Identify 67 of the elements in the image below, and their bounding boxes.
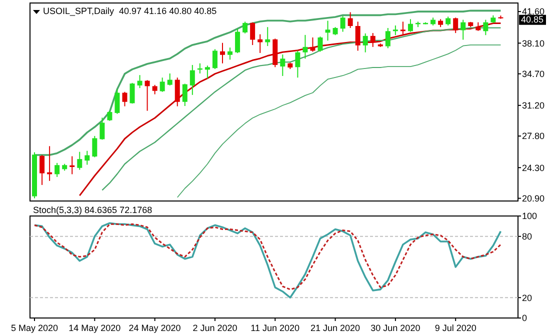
- candlestick: [385, 27, 390, 49]
- candlestick: [325, 20, 330, 42]
- candlestick: [453, 17, 458, 34]
- candlestick: [212, 48, 218, 70]
- y-tick-label: 100: [522, 211, 538, 222]
- candlestick: [318, 36, 323, 52]
- candlestick: [235, 28, 240, 54]
- candlestick: [355, 21, 360, 52]
- candlestick: [160, 77, 165, 92]
- x-tick-label: 24 May 2020: [128, 323, 181, 333]
- y-tick-label: 41.60: [522, 6, 545, 17]
- candlestick: [242, 21, 248, 34]
- candlestick: [107, 110, 112, 122]
- candlestick: [460, 19, 466, 40]
- candlestick: [340, 16, 346, 32]
- candlestick: [167, 72, 172, 86]
- annotation: 40.85: [521, 14, 544, 24]
- candlestick: [348, 12, 353, 28]
- candlestick: [220, 42, 225, 64]
- candlestick: [400, 21, 406, 36]
- y-tick-label: 31.20: [522, 100, 545, 111]
- y-tick-label: 20.90: [522, 193, 545, 204]
- y-tick-label: 80: [522, 232, 532, 242]
- candlestick: [152, 84, 158, 95]
- x-tick-label: 5 May 2020: [10, 323, 58, 333]
- candlestick: [483, 19, 488, 36]
- candlestick: [182, 83, 188, 107]
- line-series: [176, 44, 502, 198]
- candlestick: [144, 80, 150, 112]
- candlestick: [70, 156, 75, 175]
- candlestick: [130, 82, 135, 104]
- y-tick-label: 24.30: [522, 162, 545, 173]
- candlestick: [370, 32, 376, 48]
- candlestick: [302, 34, 308, 60]
- candlestick: [174, 77, 180, 107]
- y-tick-label: 20: [522, 292, 532, 303]
- candlestick: [40, 154, 45, 186]
- x-tick-label: 9 Jul 2020: [434, 323, 476, 333]
- y-tick-label: 38.10: [522, 38, 545, 48]
- chart-title: Stoch(5,3,3) 84.6365 72.1768: [33, 205, 152, 215]
- y-tick-label: 27.80: [522, 131, 545, 142]
- x-tick-label: 21 Jun 2020: [310, 323, 360, 333]
- candlestick: [84, 150, 90, 166]
- candlestick: [392, 24, 398, 36]
- candlestick: [54, 162, 60, 178]
- chart-title: USOIL_SPT,Daily 40.97 41.16 40.80 40.85: [43, 6, 217, 16]
- candlestick: [137, 74, 142, 89]
- y-tick-label: 0: [522, 313, 528, 324]
- candlestick: [228, 47, 233, 60]
- y-tick-label: 34.70: [522, 68, 545, 79]
- candlestick: [310, 36, 316, 52]
- candlestick: [77, 151, 82, 170]
- x-tick-label: 30 Jun 2020: [370, 323, 420, 333]
- candlestick: [250, 22, 256, 46]
- candlestick: [295, 50, 300, 78]
- x-tick-label: 14 May 2020: [68, 323, 121, 333]
- candlestick: [408, 18, 413, 32]
- candlestick: [114, 88, 120, 114]
- x-tick-label: 2 Jun 2020: [192, 323, 238, 333]
- candlestick: [280, 54, 286, 76]
- candlestick: [92, 135, 98, 158]
- candlestick: [204, 65, 210, 80]
- candlestick: [362, 32, 368, 53]
- candlestick: [122, 91, 128, 107]
- x-tick-label: 11 Jun 2020: [250, 323, 300, 333]
- candlestick: [190, 64, 195, 96]
- candlestick: [100, 117, 105, 140]
